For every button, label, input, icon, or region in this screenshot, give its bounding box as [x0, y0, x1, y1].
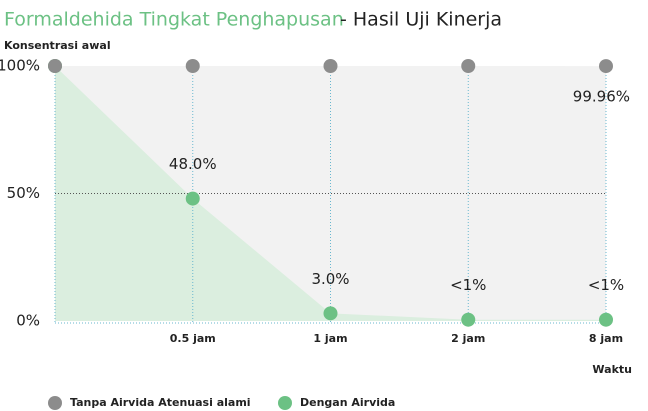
series-area [55, 66, 606, 321]
legend-label: Dengan Airvida [300, 396, 395, 409]
chart-title: Formaldehida Tingkat Penghapusan [4, 9, 344, 31]
legend-marker [278, 396, 292, 410]
data-point [48, 59, 62, 73]
data-label: 99.96% [573, 88, 630, 106]
legend-label: Tanpa Airvida Atenuasi alami [70, 396, 251, 409]
y-tick-label: 0% [16, 312, 40, 330]
x-tick-label: 8 jam [589, 332, 623, 345]
data-point [599, 312, 613, 327]
y-axis-label: Konsentrasi awal [4, 39, 111, 52]
data-point [185, 59, 200, 73]
y-tick-label: 100% [0, 57, 40, 75]
data-point [599, 59, 613, 74]
data-point [323, 306, 338, 321]
data-point [323, 59, 338, 73]
data-label: 3.0% [311, 270, 349, 288]
x-tick-label: 2 jam [451, 332, 485, 345]
data-label: 48.0% [169, 155, 217, 173]
data-point [185, 191, 200, 206]
x-axis-label: Waktu [592, 363, 632, 376]
y-tick-label: 50% [7, 184, 40, 202]
data-label: <1% [588, 276, 624, 294]
legend-marker [48, 396, 62, 410]
data-point [461, 59, 476, 73]
x-tick-label: 0.5 jam [170, 332, 216, 345]
data-label: <1% [450, 276, 486, 294]
data-point [461, 312, 476, 327]
chart-subtitle: - Hasil Uji Kinerja [340, 9, 502, 31]
x-tick-label: 1 jam [313, 332, 347, 345]
